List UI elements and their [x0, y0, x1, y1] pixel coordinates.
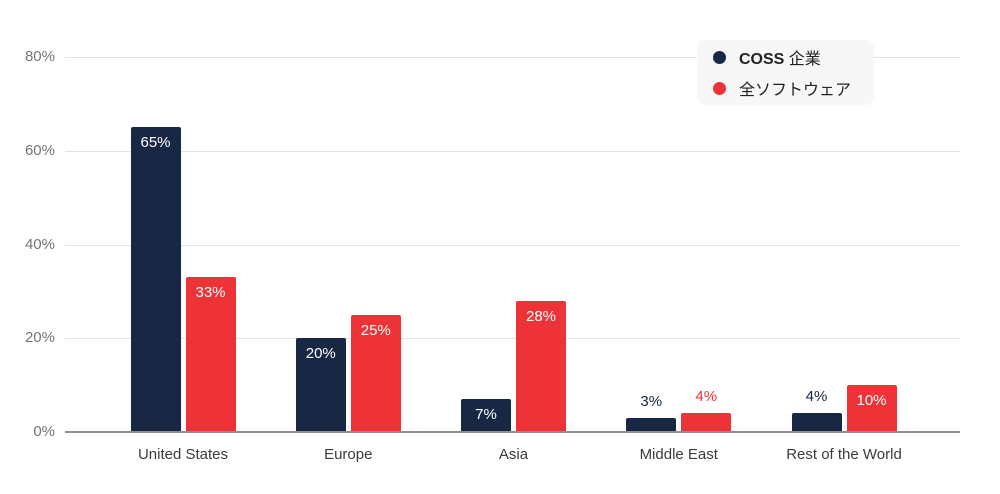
bar-value-label: 4% — [805, 388, 828, 406]
x-axis-label: Rest of the World — [786, 446, 902, 463]
y-tick-label: 80% — [24, 48, 55, 65]
bar-value-label: 3% — [640, 392, 663, 410]
x-axis-label: Asia — [498, 446, 529, 463]
bar-value-label: 33% — [195, 284, 226, 302]
bar-value-label: 65% — [140, 134, 171, 152]
bar-all-software — [846, 385, 897, 432]
bar-coss — [791, 413, 842, 432]
legend-label-coss: COSS 企業 — [739, 45, 821, 69]
legend-label-coss-bold: COSS — [739, 51, 785, 68]
legend-item-coss[interactable]: COSS 企業 — [713, 45, 874, 69]
y-tick-label: 40% — [24, 235, 55, 253]
bar-value-label: 10% — [856, 392, 887, 410]
grid-line — [65, 244, 960, 246]
bar-value-label: 7% — [475, 406, 497, 424]
grid-line — [65, 338, 960, 340]
bar-coss — [461, 399, 511, 432]
grid-line — [65, 150, 960, 152]
x-axis-label: United States — [137, 446, 229, 463]
bar-coss — [130, 127, 181, 432]
legend-item-all-software[interactable]: 全ソフトウェア — [713, 76, 874, 100]
bar-all-software — [681, 413, 732, 432]
bar-value-label: 20% — [305, 345, 336, 363]
legend-dot-navy-icon — [713, 50, 726, 64]
x-axis-label: Middle East — [639, 446, 718, 463]
chart-legend: COSS 企業 全ソフトウェア — [697, 40, 874, 105]
bar-coss — [626, 417, 677, 432]
grid-line — [65, 57, 960, 58]
y-tick-label: 60% — [24, 141, 55, 159]
bar-all-software — [516, 300, 566, 432]
bar-value-label: 25% — [360, 321, 391, 339]
y-tick-label: 0% — [33, 423, 55, 440]
y-tick-label: 20% — [24, 329, 55, 347]
x-axis-line — [65, 431, 960, 433]
legend-dot-red-icon — [713, 81, 726, 95]
legend-label-all-rest: 全ソフトウェア — [739, 82, 852, 99]
legend-label-coss-rest: 企業 — [784, 51, 821, 68]
legend-label-all-software: 全ソフトウェア — [739, 76, 851, 100]
bar-all-software — [185, 277, 236, 432]
x-axis-label: Europe — [324, 446, 373, 463]
bar-coss — [295, 338, 346, 432]
bar-value-label: 28% — [525, 307, 557, 325]
bar-value-label: 4% — [695, 388, 718, 406]
bar-all-software — [350, 314, 401, 432]
